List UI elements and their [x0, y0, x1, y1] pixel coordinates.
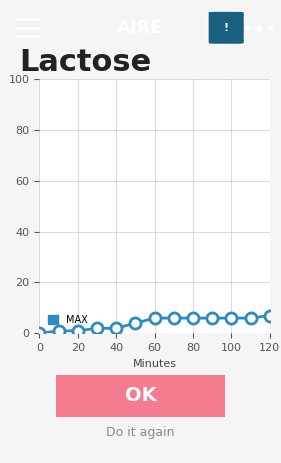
X-axis label: Minutes: Minutes [133, 359, 176, 369]
Text: AIRE: AIRE [117, 19, 164, 37]
Text: Do it again: Do it again [106, 426, 175, 439]
Y-axis label: Fermentation score: Fermentation score [0, 152, 3, 260]
FancyBboxPatch shape [48, 373, 233, 419]
Legend: MAX: MAX [44, 311, 91, 329]
Text: OK: OK [125, 386, 156, 406]
Text: Lactose: Lactose [19, 48, 151, 77]
FancyBboxPatch shape [208, 11, 244, 44]
Text: !: ! [224, 23, 229, 33]
